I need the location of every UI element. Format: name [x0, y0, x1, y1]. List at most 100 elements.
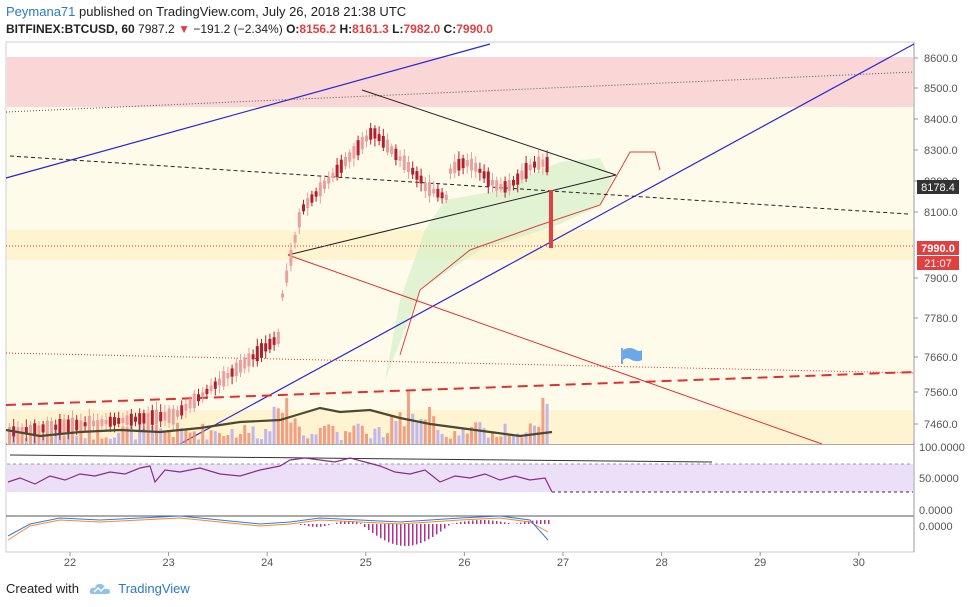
candle-body: [331, 172, 335, 179]
triangle-lower-side[interactable]: [287, 174, 617, 256]
time-tick-label: 22: [64, 557, 76, 569]
candle-body: [192, 393, 196, 409]
candle-body: [83, 422, 87, 427]
macd-bar: [360, 523, 362, 524]
candle-body: [138, 413, 142, 425]
candle-body: [213, 381, 217, 389]
volume-bar: [310, 434, 314, 444]
rsi-trendline[interactable]: [9, 454, 713, 463]
candle-body: [402, 155, 406, 171]
volume-bar: [436, 429, 440, 444]
countdown-badge-text: 21:07: [924, 258, 952, 270]
volume-bar: [407, 391, 410, 444]
volume-bar: [545, 403, 549, 444]
macd-bar: [488, 520, 490, 524]
candle-body: [92, 420, 95, 427]
volume-bar: [213, 431, 217, 444]
author-link[interactable]: Peymana71: [6, 4, 76, 19]
candle-body: [20, 427, 24, 434]
candle-body: [444, 194, 448, 201]
candle-body: [436, 188, 440, 198]
volume-bar: [465, 433, 469, 444]
macd-bar: [396, 524, 398, 545]
volume-bar: [344, 431, 347, 444]
macd-bar: [404, 524, 406, 546]
resistance-zone[interactable]: [7, 57, 913, 107]
macd-bar: [412, 524, 414, 546]
price-change: −191.2 (−2.34%): [193, 22, 283, 36]
high-label: H:: [339, 22, 353, 36]
rsi-tick-50: 50.0000: [919, 473, 959, 485]
resistance-red-line[interactable]: [287, 254, 823, 445]
dotted-red-line[interactable]: [5, 352, 915, 374]
macd-bar: [544, 520, 546, 524]
triangle-upper-side[interactable]: [361, 89, 617, 176]
candle-body: [155, 409, 158, 425]
volume-bar: [209, 430, 213, 444]
candle-body: [243, 357, 247, 369]
price-tick-label: 7560.0: [924, 387, 958, 399]
macd-bar: [508, 523, 510, 524]
volume-bar: [360, 425, 364, 444]
publish-line: Peymana71 published on TradingView.com, …: [6, 4, 406, 19]
time-tick-label: 28: [655, 557, 667, 569]
macd-bar: [476, 520, 478, 524]
candle-body: [449, 168, 452, 174]
volume-bar: [335, 431, 339, 444]
candle-body: [499, 184, 503, 190]
candle-body: [373, 128, 377, 139]
candlesticks[interactable]: [8, 122, 553, 444]
candle-body: [54, 424, 58, 430]
volume-bar: [461, 428, 465, 444]
candle-body: [45, 420, 49, 436]
volume-bar: [264, 428, 268, 444]
volume-bar: [482, 428, 486, 444]
dashed-midline[interactable]: [9, 155, 909, 215]
volume-bar: [79, 422, 83, 444]
macd-bar: [504, 522, 506, 524]
candle-body: [134, 416, 137, 422]
volume-bar: [289, 422, 293, 444]
macd-bar: [376, 524, 378, 536]
open-label: O:: [286, 22, 300, 36]
macd-bar: [320, 524, 322, 527]
volume-bar: [331, 425, 335, 444]
macd-bar: [424, 524, 426, 542]
price-badge-dark-text: 8178.4: [921, 182, 955, 194]
candle-body: [293, 234, 297, 243]
price-badge-red-text: 7990.0: [921, 243, 955, 255]
flag-icon[interactable]: [621, 348, 642, 364]
rsi-tick-0: 0.0000: [919, 505, 953, 517]
candle-body: [453, 161, 457, 174]
volume-bar: [247, 433, 251, 444]
candle-body: [470, 158, 473, 171]
tradingview-link[interactable]: TradingView: [118, 581, 190, 596]
volume-bar: [470, 427, 473, 444]
support-trendline[interactable]: [179, 43, 915, 445]
dashed-red-trendline[interactable]: [5, 371, 915, 406]
volume-bar: [537, 426, 541, 444]
candle-body: [188, 399, 192, 409]
price-tick-label: 7660.0: [924, 352, 958, 364]
candle-body: [108, 416, 112, 427]
volume-bar: [386, 433, 389, 444]
macd-bar: [500, 521, 502, 524]
volume-bar: [276, 408, 280, 444]
candle-body: [205, 388, 209, 395]
time-axis[interactable]: 22 23 24 25 26 27 28 29 30: [64, 552, 865, 569]
macd-bar: [464, 521, 466, 524]
candle-body: [29, 425, 32, 435]
candle-body: [524, 163, 528, 179]
high-value: 8161.3: [352, 22, 389, 36]
candle-body: [516, 173, 520, 185]
macd-bar: [392, 524, 394, 544]
candle-body: [486, 171, 490, 187]
candle-body: [247, 353, 251, 367]
volume-bar: [234, 437, 238, 444]
down-arrow-icon: ▼: [178, 22, 190, 36]
macd-bar: [328, 524, 330, 526]
candle-body: [474, 162, 478, 172]
macd-bar: [384, 524, 386, 541]
channel-line-upper[interactable]: [5, 43, 491, 179]
